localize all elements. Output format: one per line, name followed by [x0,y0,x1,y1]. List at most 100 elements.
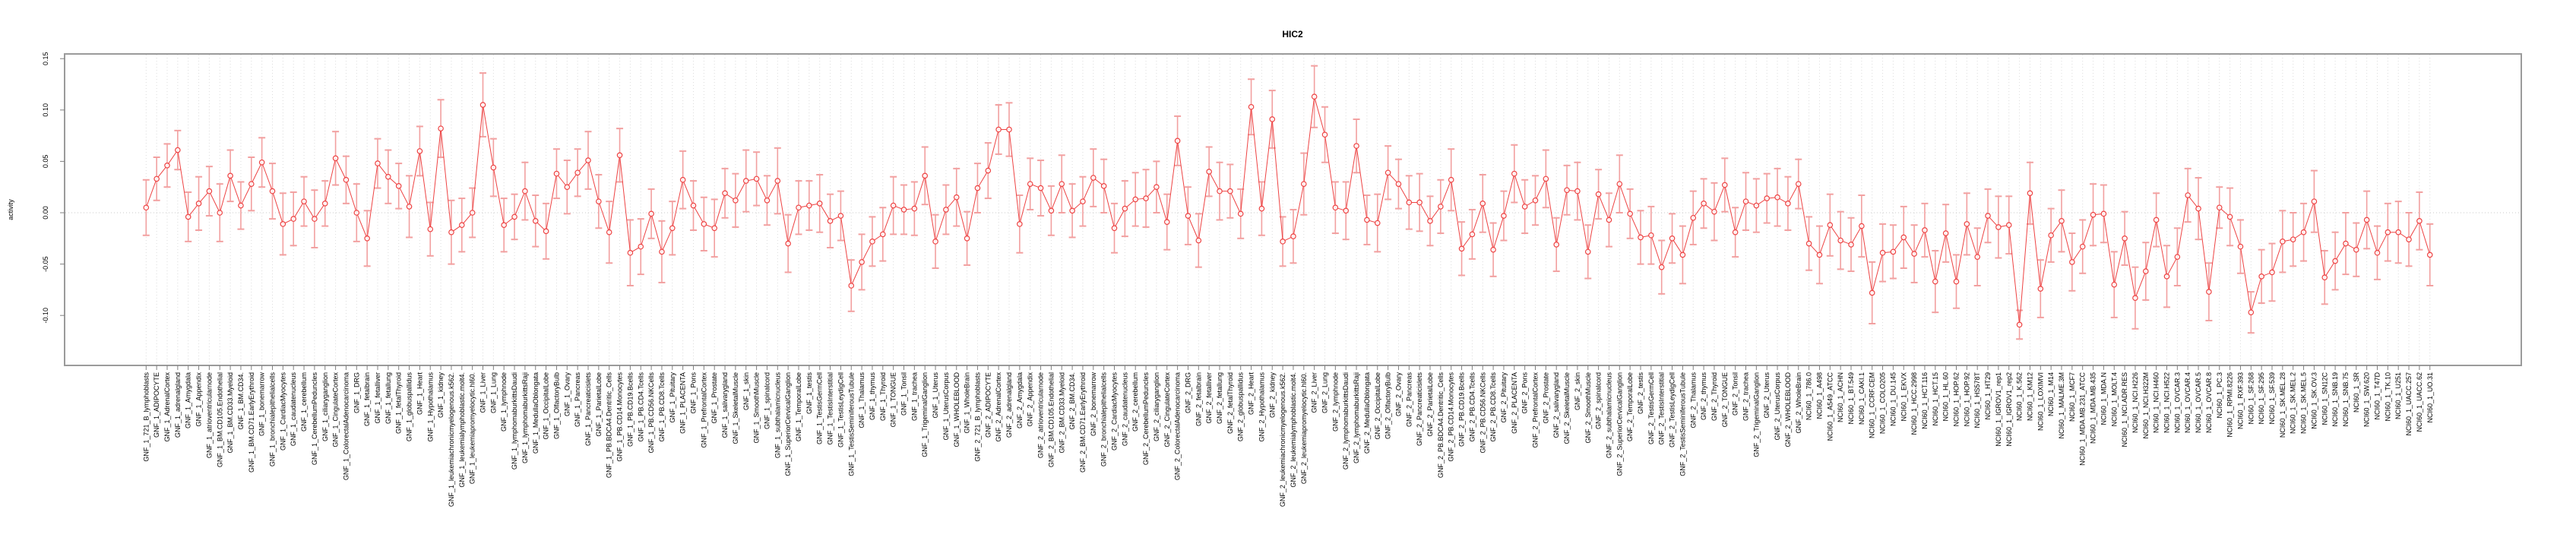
x-tick-label: GNF_2_Tonsil [1732,372,1739,416]
data-point [2163,274,2170,280]
x-tick-label: GNF_1_Thyroid [879,372,887,421]
x-tick-label: GNF_2_BM.CD71.EarlyErythroid [1079,372,1087,473]
x-tick-label: NCI60_1_OVCAR.3 [2173,372,2181,433]
data-point [2374,249,2381,256]
x-tick-label: GNF_1_TestisSeminiferousTubule [847,372,855,476]
x-tick-label: GNF_1_TrigeminalGanglion [921,372,929,457]
data-point [1543,175,1549,182]
y-axis-labels: 0.15 0.10 0.05 0.00 -0.05 -0.10 [42,52,49,323]
x-tick-label: GNF_2_PrefrontalCortex [1532,372,1540,448]
data-point [1753,202,1760,209]
data-point [1163,219,1170,225]
data-point [543,228,549,235]
data-point [932,239,938,245]
x-tick-label: GNF_2_ciliaryganglion [1153,372,1160,441]
x-tick-label: GNF_1_Pons [690,372,698,414]
data-point [553,170,560,177]
data-point [1154,184,1160,191]
data-point [312,216,318,222]
x-tick-label: GNF_1_TONGUE [890,372,897,427]
x-tick-label: GNF_2_Ovary [1394,372,1402,417]
error-bars [142,65,2434,340]
x-tick-label: GNF_2_SmoothMuscle [1584,372,1592,444]
x-tick-label: GNF_1_PB.CD8.Tcells [658,372,666,442]
data-point [2237,243,2244,250]
x-tick-label: NCI60_1_SF.268 [2247,372,2255,425]
x-tick-label: GNF_2_TestisGermCell [1647,372,1655,444]
data-point [1711,208,1717,215]
x-tick-label: NCI60_1_BT.549 [1847,372,1855,425]
x-tick-label: GNF_1_salivarygland [721,372,729,438]
data-point [1879,249,1886,256]
data-point [911,205,918,212]
x-tick-label: NCI60_1_MDA.N [2100,372,2107,425]
x-tick-label: GNF_1_TestisLeydigCell [837,372,844,447]
x-tick-label: NCI60_1_MCF7 [2068,372,2076,422]
data-point [301,198,307,204]
x-tick-label: GNF_1_PB.CD19.Bcells [626,372,634,447]
data-point [1490,246,1496,253]
data-point [1669,235,1676,242]
x-tick-label: GNF_1_BM.CD71.EarlyErythroid [248,372,255,473]
x-tick-label: GNF_1_MedullaOblongata [532,372,540,454]
data-point [1932,278,1938,285]
data-point [1395,181,1402,187]
data-point [2090,211,2097,218]
data-point [1764,195,1771,201]
x-tick-label: GNF_2_lymphnode [1331,372,1339,432]
x-tick-label: NCI60_1_UACC.257 [2405,372,2413,436]
x-tick-label: GNF_2_Liver [1311,372,1318,413]
x-tick-label: NCI60_1_A549_ATCC [1826,372,1834,441]
data-point [890,202,897,209]
x-tick-label: GNF_2_AdrenalCortex [995,372,1002,442]
x-tick-label: NCI60_1_TK.10 [2384,372,2391,422]
data-point [606,229,612,236]
x-tick-label: GNF_2_OccipitalLobe [1374,372,1381,440]
data-point [248,181,255,187]
data-point [733,197,739,204]
data-point [2153,217,2160,223]
data-point [2395,229,2402,236]
x-tick-label: GNF_2_BM.CD33.Myeloid [1058,372,1065,454]
x-tick-label: NCI60_1_SK.MEL.28 [2279,372,2286,438]
x-tick-label: GNF_2_WholeBrain [1795,372,1802,434]
x-tick-label: GNF_2_caudatenucleus [1121,372,1128,447]
data-point [1301,181,1307,187]
x-tick-label: NCI60_1_MDA.MB.435 [2090,372,2097,444]
data-point [2059,218,2065,224]
x-tick-label: GNF_2_trachea [1742,372,1750,421]
data-point [1890,248,1897,255]
data-point [343,176,350,183]
data-point [627,249,634,256]
data-point [2269,269,2275,276]
x-tick-label: NCI60_1_A498 [1815,372,1823,419]
x-tick-label: GNF_1_trachea [910,372,918,421]
data-point [490,164,497,171]
data-point [2079,243,2086,250]
x-tick-label: GNF_2_fetalliver [1205,372,1213,424]
x-tick-label: GNF_1_WholeBrain [964,372,971,434]
data-point [1964,221,1970,227]
x-tick-label: GNF_2_fetalbrain [1195,372,1202,426]
x-tick-label: NCI60_1_SK.MEL.2 [2290,372,2297,434]
x-tick-label: GNF_1_skin [742,372,750,410]
x-tick-label: GNF_1_Pituitary [669,372,676,423]
data-point [1311,93,1318,100]
data-point [522,188,528,194]
data-point [1469,231,1476,238]
x-tick-label: NCI60_1_IGROV1_rep2 [2005,372,2013,447]
x-tick-label: GNF_2_WHOLEBLOOD [1784,372,1792,447]
x-tick-label: NCI60_1_DU.145 [1889,372,1897,426]
x-tick-label: GNF_1_PB.CD4.Tcells [637,372,644,442]
y-tick-label: -0.05 [42,256,49,272]
data-point [2290,236,2296,242]
data-point [859,259,865,265]
y-tick-label: 0.00 [42,206,49,220]
data-point [1269,116,1276,122]
data-point [153,175,160,182]
x-tick-label: GNF_2_TestisInterstitial [1658,372,1666,445]
data-point [1606,217,1612,223]
data-point [2226,213,2233,220]
data-point [869,239,875,245]
data-point [764,197,771,204]
